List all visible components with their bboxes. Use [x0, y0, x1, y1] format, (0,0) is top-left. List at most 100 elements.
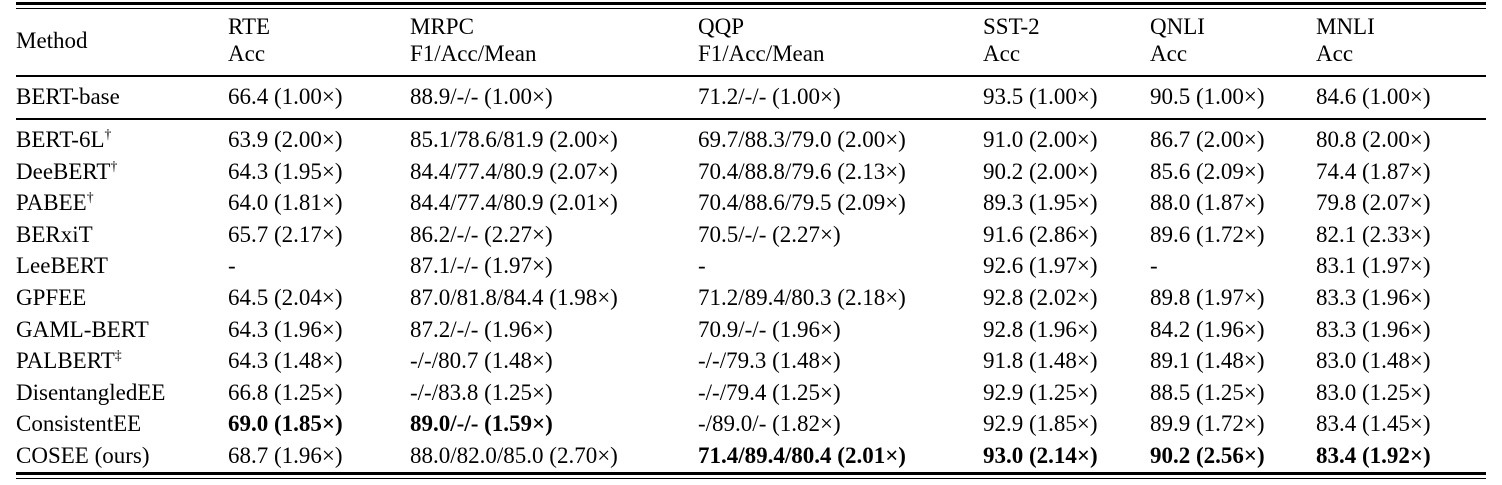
value-cell: 64.3 (1.48×): [228, 348, 343, 374]
column-metric: Acc: [228, 41, 266, 66]
table-row: LeeBERT - 87.1/-/- (1.97×) - 92.6 (1.97×) - 83…: [16, 250, 1486, 282]
method-cell: COSEE (ours): [16, 440, 228, 472]
value-cell: 66.8 (1.25×): [228, 379, 343, 405]
value-cell: -/-/83.8 (1.25×): [410, 379, 553, 405]
table-row: BERT-6L† 63.9 (2.00×) 85.1/78.6/81.9 (2.00…: [16, 119, 1486, 156]
table-header: Method RTE Acc MRPC F1/Acc/Mean QQP F1/Acc/Mea…: [16, 9, 1486, 77]
value-cell: 84.2 (1.96×): [1150, 316, 1265, 342]
value-cell: 89.8 (1.97×): [1150, 284, 1265, 310]
value-cell: 87.1/-/- (1.97×): [410, 253, 553, 279]
value-cell: -/89.0/- (1.82×): [698, 411, 841, 437]
method-label: PALBERT: [16, 348, 115, 374]
value-cell: 84.6 (1.00×): [1316, 76, 1486, 120]
value-cell: 87.2/-/- (1.96×): [410, 316, 553, 342]
column-metric: F1/Acc/Mean: [698, 41, 825, 66]
table-row: BERxiT 65.7 (2.17×) 86.2/-/- (2.27×) 70.5/-…: [16, 219, 1486, 251]
value-cell: 82.1 (2.33×): [1316, 221, 1431, 247]
value-cell: 70.5/-/- (2.27×): [698, 221, 841, 247]
column-metric: Acc: [1316, 41, 1354, 66]
body-section: BERT-6L† 63.9 (2.00×) 85.1/78.6/81.9 (2.00…: [16, 119, 1486, 472]
value-cell: 86.7 (2.00×): [1150, 127, 1265, 152]
value-cell: 92.9 (1.85×): [983, 411, 1098, 437]
value-cell: 83.4 (1.92×): [1316, 442, 1431, 468]
method-cell: BERT-6L†: [16, 119, 228, 156]
value-cell: 64.5 (2.04×): [228, 284, 343, 310]
table-top-rule: [16, 2, 1486, 9]
value-cell: 69.7/88.3/79.0 (2.00×): [698, 127, 906, 152]
value-cell: 93.5 (1.00×): [983, 76, 1150, 120]
column-header-qqp: QQP F1/Acc/Mean: [698, 9, 983, 77]
method-cell: LeeBERT: [16, 250, 228, 282]
value-cell: 93.0 (2.14×): [983, 442, 1098, 468]
value-cell: 88.0 (1.87×): [1150, 190, 1265, 216]
value-cell: 84.4/77.4/80.9 (2.01×): [410, 190, 618, 216]
value-cell: -: [228, 253, 236, 279]
column-header-rte: RTE Acc: [228, 9, 410, 77]
column-title: QNLI: [1150, 14, 1205, 39]
method-label: LeeBERT: [16, 253, 108, 279]
value-cell: 83.3 (1.96×): [1316, 284, 1431, 310]
method-label: BERT-base: [16, 84, 120, 109]
method-label: BERxiT: [16, 221, 93, 247]
value-cell: 89.0/-/- (1.59×): [410, 411, 553, 437]
table-row: DeeBERT† 64.3 (1.95×) 84.4/77.4/80.9 (2.07…: [16, 156, 1486, 188]
column-metric: Acc: [983, 41, 1021, 66]
value-cell: 83.0 (1.25×): [1316, 379, 1431, 405]
value-cell: 83.0 (1.48×): [1316, 348, 1431, 374]
value-cell: 64.0 (1.81×): [228, 190, 343, 216]
table-row: PABEE† 64.0 (1.81×) 84.4/77.4/80.9 (2.01×)…: [16, 187, 1486, 219]
value-cell: 63.9 (2.00×): [228, 127, 343, 152]
value-cell: 89.1 (1.48×): [1150, 348, 1265, 374]
value-cell: 91.8 (1.48×): [983, 348, 1098, 374]
method-cell: DeeBERT†: [16, 156, 228, 188]
value-cell: -/-/79.3 (1.48×): [698, 348, 841, 374]
column-header-mnli: MNLI Acc: [1316, 9, 1486, 77]
method-cell: DisentangledEE: [16, 377, 228, 409]
value-cell: 70.4/88.6/79.5 (2.09×): [698, 190, 906, 216]
value-cell: 74.4 (1.87×): [1316, 158, 1431, 184]
column-metric: Acc: [1150, 41, 1188, 66]
value-cell: 71.2/-/- (1.00×): [698, 76, 983, 120]
value-cell: 91.0 (2.00×): [983, 127, 1098, 152]
method-label: BERT-6L: [16, 127, 105, 152]
column-metric: F1/Acc/Mean: [410, 41, 537, 66]
method-label: PABEE: [16, 190, 87, 216]
value-cell: 70.4/88.8/79.6 (2.13×): [698, 158, 906, 184]
method-cell: GAML-BERT: [16, 314, 228, 346]
value-cell: 79.8 (2.07×): [1316, 190, 1431, 216]
value-cell: 83.1 (1.97×): [1316, 253, 1431, 279]
method-cell: ConsistentEE: [16, 408, 228, 440]
method-superscript: †: [86, 189, 94, 205]
value-cell: 83.4 (1.45×): [1316, 411, 1431, 437]
value-cell: 68.7 (1.96×): [228, 442, 343, 468]
method-cell: GPFEE: [16, 282, 228, 314]
method-label: DisentangledEE: [16, 379, 166, 405]
method-superscript: †: [104, 126, 112, 142]
table-bottom-rule: [16, 471, 1486, 479]
value-cell: 71.4/89.4/80.4 (2.01×): [698, 442, 906, 468]
table-row: DisentangledEE 66.8 (1.25×) -/-/83.8 (1.25…: [16, 377, 1486, 409]
column-title: QQP: [698, 14, 745, 39]
value-cell: 84.4/77.4/80.9 (2.07×): [410, 158, 618, 184]
method-cell: PABEE†: [16, 187, 228, 219]
column-title: RTE: [228, 14, 271, 39]
table-row: COSEE (ours) 68.7 (1.96×) 88.0/82.0/85.0 (…: [16, 440, 1486, 472]
column-header-sst-2: SST-2 Acc: [983, 9, 1150, 77]
column-header-method: Method: [16, 9, 228, 77]
value-cell: 89.3 (1.95×): [983, 190, 1098, 216]
value-cell: 85.1/78.6/81.9 (2.00×): [410, 127, 618, 152]
column-title: Method: [16, 27, 88, 53]
table-row: PALBERT‡ 64.3 (1.48×) -/-/80.7 (1.48×) -/-/…: [16, 345, 1486, 377]
value-cell: 69.0 (1.85×): [228, 411, 343, 437]
value-cell: -: [1150, 253, 1158, 279]
value-cell: 92.9 (1.25×): [983, 379, 1098, 405]
column-title: SST-2: [983, 14, 1040, 39]
value-cell: 83.3 (1.96×): [1316, 316, 1431, 342]
value-cell: 85.6 (2.09×): [1150, 158, 1265, 184]
method-cell: BERxiT: [16, 219, 228, 251]
value-cell: 66.4 (1.00×): [228, 76, 410, 120]
value-cell: 92.8 (1.96×): [983, 316, 1098, 342]
value-cell: 90.5 (1.00×): [1150, 76, 1316, 120]
value-cell: 92.6 (1.97×): [983, 253, 1098, 279]
